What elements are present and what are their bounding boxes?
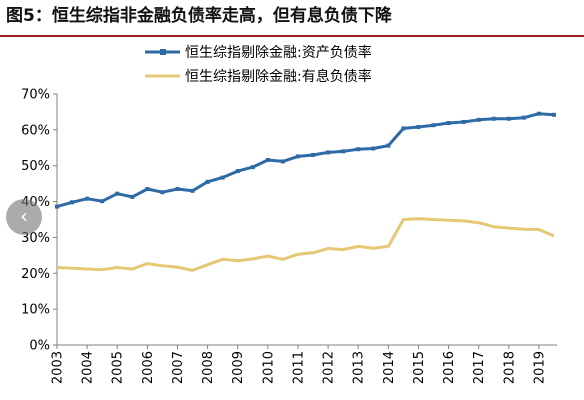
series-layer (55, 111, 556, 272)
x-tick-label: 2014 (382, 351, 397, 384)
y-tick-label: 70% (21, 88, 50, 103)
x-tick-label: 2009 (231, 351, 246, 384)
previous-slide-button[interactable]: ‹ (6, 199, 42, 235)
x-tick-label: 2003 (51, 351, 66, 384)
data-point (326, 150, 331, 155)
data-point (371, 146, 376, 151)
legend-label: 恒生综指剔除金融:资产负债率 (185, 44, 372, 61)
series-2 (56, 217, 555, 272)
data-point (491, 116, 496, 121)
data-point (250, 165, 255, 170)
y-tick-label: 0% (29, 339, 50, 354)
data-point (295, 154, 300, 159)
x-tick-label: 2006 (141, 351, 156, 384)
data-point (130, 194, 135, 199)
data-point (145, 187, 150, 192)
x-tick-label: 2010 (261, 351, 276, 384)
series-1 (55, 111, 556, 209)
x-tick-label: 2018 (502, 351, 517, 384)
x-tick-label: 2016 (442, 351, 457, 384)
data-point (521, 115, 526, 120)
legend-item-2: 恒生综指剔除金融:有息负债率 (145, 68, 372, 85)
data-point (205, 179, 210, 184)
data-point (280, 159, 285, 164)
data-point (190, 188, 195, 193)
x-tick-label: 2008 (201, 351, 216, 384)
data-point (476, 117, 481, 122)
x-tick-label: 2012 (322, 351, 337, 384)
data-point (100, 199, 105, 204)
data-point (551, 112, 556, 117)
title-divider (0, 35, 584, 37)
chart-title: 图5：恒生综指非金融负债率走高，但有息负债下降 (6, 6, 392, 26)
data-point (446, 121, 451, 126)
data-point (55, 204, 59, 209)
data-point (311, 152, 316, 157)
y-tick-label: 30% (21, 231, 50, 246)
data-point (386, 143, 391, 148)
data-point (220, 175, 225, 180)
y-tick-label: 60% (21, 123, 50, 138)
legend-label: 恒生综指剔除金融:有息负债率 (185, 68, 372, 85)
x-tick-label: 2011 (291, 351, 306, 384)
x-tick-label: 2005 (111, 351, 126, 384)
data-point (85, 196, 90, 201)
x-tick-label: 2015 (412, 351, 427, 384)
data-point (70, 200, 75, 205)
data-point (401, 126, 406, 131)
y-tick-label: 50% (21, 159, 50, 174)
x-tick-label: 2007 (171, 351, 186, 384)
data-point (536, 111, 541, 116)
data-point (431, 123, 436, 128)
x-tick-label: 2017 (472, 351, 487, 384)
data-point (416, 124, 421, 129)
data-point (341, 149, 346, 154)
x-tick-label: 2013 (352, 351, 367, 384)
data-point (175, 187, 180, 192)
x-tick-label: 2019 (532, 351, 547, 384)
y-tick-label: 10% (21, 303, 50, 318)
data-point (506, 116, 511, 121)
data-point (265, 157, 270, 162)
data-point (235, 169, 240, 174)
data-point (356, 147, 361, 152)
data-point (160, 190, 165, 195)
x-tick-label: 2004 (81, 351, 96, 384)
y-tick-label: 20% (21, 267, 50, 282)
chevron-left-icon: ‹ (20, 204, 28, 228)
series-line (56, 217, 555, 272)
data-point (461, 119, 466, 124)
series-line (56, 112, 555, 209)
data-point (115, 191, 120, 196)
legend-marker (160, 49, 166, 55)
legend-item-1: 恒生综指剔除金融:资产负债率 (145, 44, 372, 61)
axes: 0%10%20%30%40%50%60%70%20032004200520062… (21, 88, 557, 384)
